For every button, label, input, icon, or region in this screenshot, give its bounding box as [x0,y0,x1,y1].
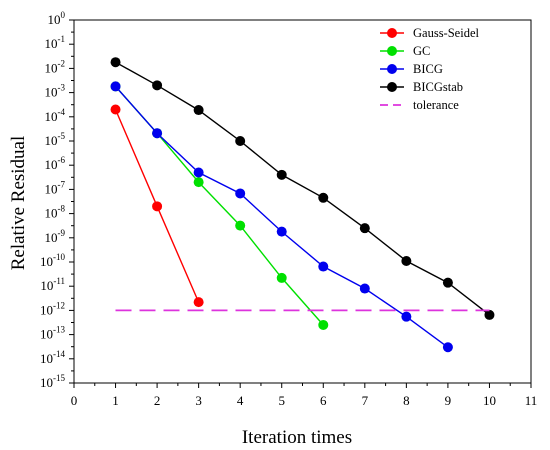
data-point [193,167,204,178]
y-tick-label: 10-8 [45,204,66,221]
y-tick-label: 10-7 [45,179,66,196]
data-point [359,283,370,294]
data-point [318,319,329,330]
series-line [115,61,490,316]
legend-label: GC [413,44,430,58]
x-tick-label: 10 [483,393,496,408]
x-tick-label: 7 [362,393,369,408]
legend-item: Gauss-Seidel [380,26,479,40]
data-point [152,128,163,139]
legend-item: BICGstab [380,80,463,94]
y-tick-label: 10-2 [45,58,66,75]
data-point [235,220,246,231]
y-tick-label: 10-9 [45,228,66,245]
data-point [235,188,246,199]
legend-label: BICG [413,62,443,76]
legend-item: GC [380,44,430,58]
x-tick-label: 3 [195,393,202,408]
data-point [193,297,204,308]
data-point [193,177,204,188]
y-axis-title: Relative Residual [8,136,29,271]
y-tick-label: 10-14 [40,349,65,366]
x-tick-label: 6 [320,393,327,408]
data-point [401,255,412,266]
legend-swatch-marker [387,82,397,92]
y-tick-label: 10-6 [45,155,66,172]
legend-label: tolerance [413,98,459,112]
y-tick-label: 10-13 [40,325,65,342]
legend-swatch-marker [387,64,397,74]
data-point [318,192,329,203]
legend-item: BICG [380,62,443,76]
plot-frame [73,19,532,384]
series-gc [110,81,329,330]
y-tick-label: 10-10 [40,252,65,269]
legend-label: Gauss-Seidel [413,26,479,40]
y-tick-label: 10-15 [40,373,65,390]
x-tick-label: 5 [278,393,285,408]
series-line [114,85,449,348]
data-point [359,223,370,234]
plot-area [73,19,532,384]
data-point [152,80,163,91]
legend: Gauss-Seidel GC BICG BICGstab tolerance [380,26,479,112]
x-axis: 0 1 2 3 4 5 6 7 8 9 10 11 [71,383,538,408]
y-tick-label: 10-3 [45,83,66,100]
data-point [276,226,287,237]
y-axis: 100 10-1 10-2 10-3 10-4 10-5 10-6 10-7 10-8 10-9 1… [40,10,74,390]
data-point [235,136,246,146]
x-tick-label: 0 [71,393,78,408]
series-gauss-seidel [110,104,204,308]
y-tick-label: 10-4 [45,107,66,124]
y-tick-label: 10-1 [45,34,66,51]
x-tick-label: 1 [112,393,119,408]
data-point [484,309,495,320]
data-point [193,105,204,116]
legend-item: tolerance [380,98,459,112]
x-tick-label: 4 [237,393,244,408]
x-tick-label: 9 [445,393,452,408]
legend-swatch-marker [387,28,397,38]
data-point [110,81,121,92]
data-point [401,311,412,322]
series-bicg [110,81,453,353]
y-tick-label: 10-11 [40,276,65,293]
data-point [442,342,453,353]
data-point [318,261,329,272]
x-tick-label: 2 [154,393,161,408]
x-axis-title: Iteration times [242,427,352,448]
legend-label: BICGstab [413,80,463,94]
series-bicgstab [110,57,495,320]
data-point [442,277,453,288]
data-point [152,201,163,212]
data-point [110,104,121,115]
data-point [276,169,287,180]
y-tick-label: 10-12 [40,300,65,317]
data-point [110,57,121,68]
data-point [276,272,287,283]
legend-swatch-marker [387,46,397,56]
series-layer [110,57,495,353]
y-tick-label: 10-5 [45,131,66,148]
x-tick-label: 8 [403,393,410,408]
y-tick-label: 100 [48,10,66,27]
x-tick-label: 11 [525,393,538,408]
